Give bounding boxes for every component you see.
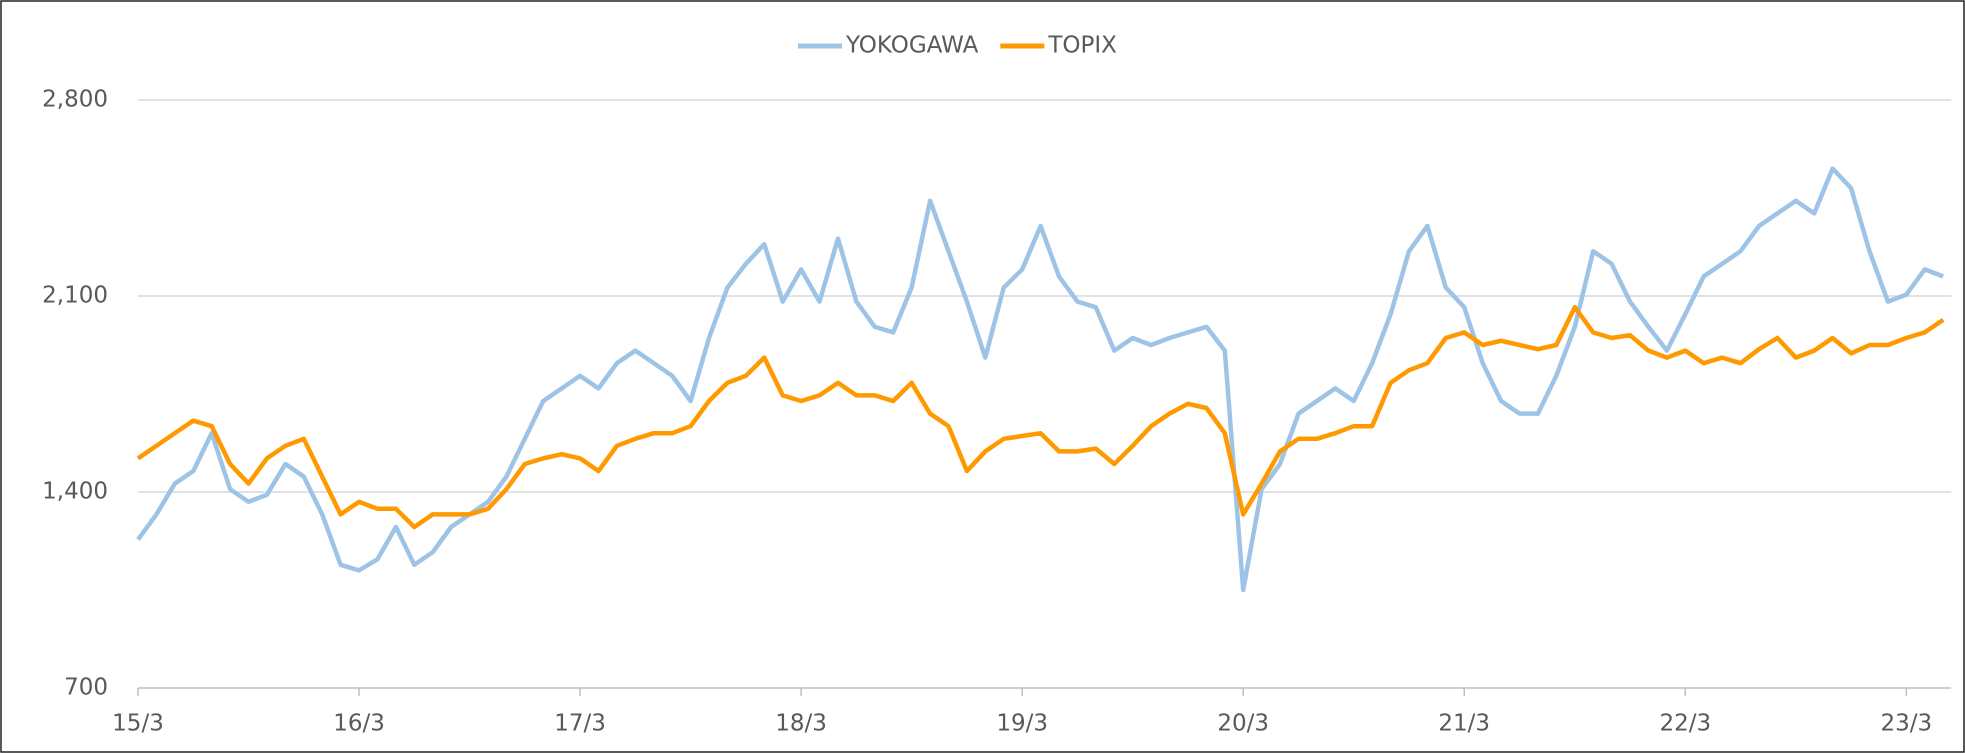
y-tick-label: 2,100 — [42, 283, 108, 309]
x-tick-label: 15/3 — [112, 711, 164, 737]
y-tick-label: 2,800 — [42, 87, 108, 113]
x-tick-label: 19/3 — [996, 711, 1048, 737]
y-tick-label: 700 — [64, 675, 108, 701]
legend-label: TOPIX — [1047, 33, 1117, 59]
series-line — [136, 304, 1945, 530]
x-tick-label: 16/3 — [333, 711, 385, 737]
x-tick-label: 18/3 — [775, 711, 827, 737]
series-line — [136, 166, 1944, 593]
x-tick-label: 21/3 — [1438, 711, 1490, 737]
x-tick-label: 23/3 — [1880, 711, 1932, 737]
x-tick-label: 20/3 — [1217, 711, 1269, 737]
x-tick-label: 22/3 — [1659, 711, 1711, 737]
legend-label: YOKOGAWA — [845, 33, 979, 59]
x-tick-label: 17/3 — [554, 711, 606, 737]
y-tick-label: 1,400 — [42, 479, 108, 505]
